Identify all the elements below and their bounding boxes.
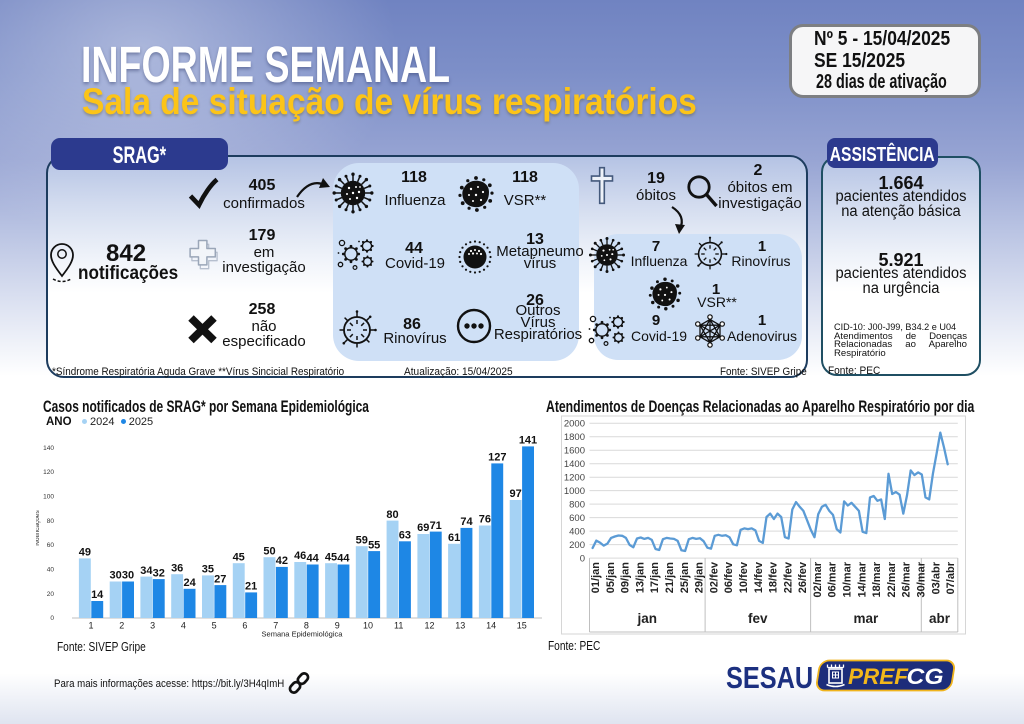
svg-text:80: 80 (386, 509, 398, 521)
svg-text:21/jan: 21/jan (664, 562, 676, 593)
svg-text:jan: jan (637, 611, 658, 626)
svg-text:13: 13 (455, 621, 465, 631)
svg-text:1: 1 (88, 621, 93, 631)
svg-text:17/jan: 17/jan (649, 562, 661, 593)
svg-text:34: 34 (140, 565, 153, 577)
svg-text:127: 127 (488, 452, 506, 464)
svg-text:30/mar: 30/mar (916, 561, 928, 597)
svg-text:PREF: PREF (848, 664, 909, 689)
svg-text:Notificações: Notificações (36, 510, 41, 546)
svg-text:4: 4 (181, 621, 186, 631)
svg-text:200: 200 (569, 540, 585, 551)
svg-text:44: 44 (337, 553, 350, 565)
svg-text:74: 74 (460, 516, 473, 528)
svg-text:Semana Epidemiológica: Semana Epidemiológica (262, 630, 344, 639)
svg-text:0: 0 (50, 615, 54, 622)
svg-text:49: 49 (79, 547, 91, 559)
svg-text:22/mar: 22/mar (886, 561, 898, 597)
svg-text:fev: fev (748, 611, 768, 626)
svg-text:13/jan: 13/jan (634, 562, 646, 593)
svg-text:3: 3 (150, 621, 155, 631)
svg-text:29/jan: 29/jan (694, 562, 706, 593)
svg-text:44: 44 (306, 553, 319, 565)
svg-text:27: 27 (214, 573, 226, 585)
svg-text:26/fev: 26/fev (797, 561, 809, 593)
svg-text:18/mar: 18/mar (871, 561, 883, 597)
svg-text:14: 14 (486, 621, 496, 631)
svg-text:61: 61 (448, 532, 460, 544)
svg-text:76: 76 (479, 514, 491, 526)
svg-text:1800: 1800 (564, 432, 585, 443)
svg-text:30: 30 (109, 570, 121, 582)
svg-text:12: 12 (424, 621, 434, 631)
svg-text:2000: 2000 (564, 418, 585, 429)
svg-text:80: 80 (47, 518, 55, 525)
svg-text:7: 7 (273, 621, 278, 631)
svg-text:14/fev: 14/fev (753, 561, 765, 593)
svg-text:abr: abr (929, 611, 951, 626)
svg-text:26/mar: 26/mar (901, 561, 913, 597)
svg-text:02/fev: 02/fev (708, 561, 720, 593)
svg-text:45: 45 (325, 551, 337, 563)
svg-text:600: 600 (569, 513, 585, 524)
svg-text:0: 0 (580, 553, 585, 564)
svg-text:2: 2 (119, 621, 124, 631)
svg-text:59: 59 (356, 534, 368, 546)
svg-text:1600: 1600 (564, 445, 585, 456)
svg-text:03/abr: 03/abr (930, 561, 942, 594)
svg-text:45: 45 (233, 551, 245, 563)
svg-text:1200: 1200 (564, 472, 585, 483)
svg-text:35: 35 (202, 564, 214, 576)
svg-text:30: 30 (122, 570, 134, 582)
svg-text:141: 141 (519, 435, 537, 447)
svg-text:120: 120 (43, 469, 54, 476)
svg-text:40: 40 (47, 567, 55, 574)
svg-text:21: 21 (245, 581, 257, 593)
svg-text:06/fev: 06/fev (723, 561, 735, 593)
svg-text:02/mar: 02/mar (812, 561, 824, 597)
svg-text:20: 20 (47, 591, 55, 598)
svg-text:71: 71 (430, 520, 442, 532)
svg-text:140: 140 (43, 445, 54, 452)
svg-text:05/jan: 05/jan (605, 562, 617, 593)
svg-text:11: 11 (394, 621, 403, 631)
svg-text:10: 10 (363, 621, 373, 631)
svg-text:400: 400 (569, 526, 585, 537)
svg-text:32: 32 (153, 567, 165, 579)
svg-text:100: 100 (43, 494, 54, 501)
svg-text:07/abr: 07/abr (945, 561, 957, 594)
svg-text:50: 50 (263, 545, 275, 557)
svg-text:60: 60 (47, 542, 55, 549)
svg-text:69: 69 (417, 522, 429, 534)
svg-text:mar: mar (854, 611, 880, 626)
svg-text:18/fev: 18/fev (768, 561, 780, 593)
svg-text:42: 42 (276, 555, 288, 567)
svg-text:5: 5 (212, 621, 217, 631)
svg-text:14: 14 (91, 589, 104, 601)
svg-text:10/mar: 10/mar (842, 561, 854, 597)
svg-text:24: 24 (183, 577, 196, 589)
svg-text:55: 55 (368, 539, 380, 551)
svg-text:01/jan: 01/jan (590, 562, 602, 593)
svg-text:97: 97 (509, 488, 521, 500)
svg-text:25/jan: 25/jan (679, 562, 691, 593)
svg-text:10/fev: 10/fev (738, 561, 750, 593)
svg-text:22/fev: 22/fev (782, 561, 794, 593)
svg-text:15: 15 (517, 621, 527, 631)
svg-text:36: 36 (171, 562, 183, 574)
svg-text:1000: 1000 (564, 486, 585, 497)
svg-text:46: 46 (294, 550, 306, 562)
svg-text:9: 9 (335, 621, 340, 631)
svg-text:63: 63 (399, 530, 411, 542)
svg-text:800: 800 (569, 499, 585, 510)
svg-text:14/mar: 14/mar (856, 561, 868, 597)
svg-text:09/jan: 09/jan (620, 562, 632, 593)
svg-text:CG: CG (907, 664, 944, 689)
svg-text:06/mar: 06/mar (827, 561, 839, 597)
svg-text:8: 8 (304, 621, 309, 631)
svg-text:6: 6 (242, 621, 247, 631)
svg-text:1400: 1400 (564, 459, 585, 470)
